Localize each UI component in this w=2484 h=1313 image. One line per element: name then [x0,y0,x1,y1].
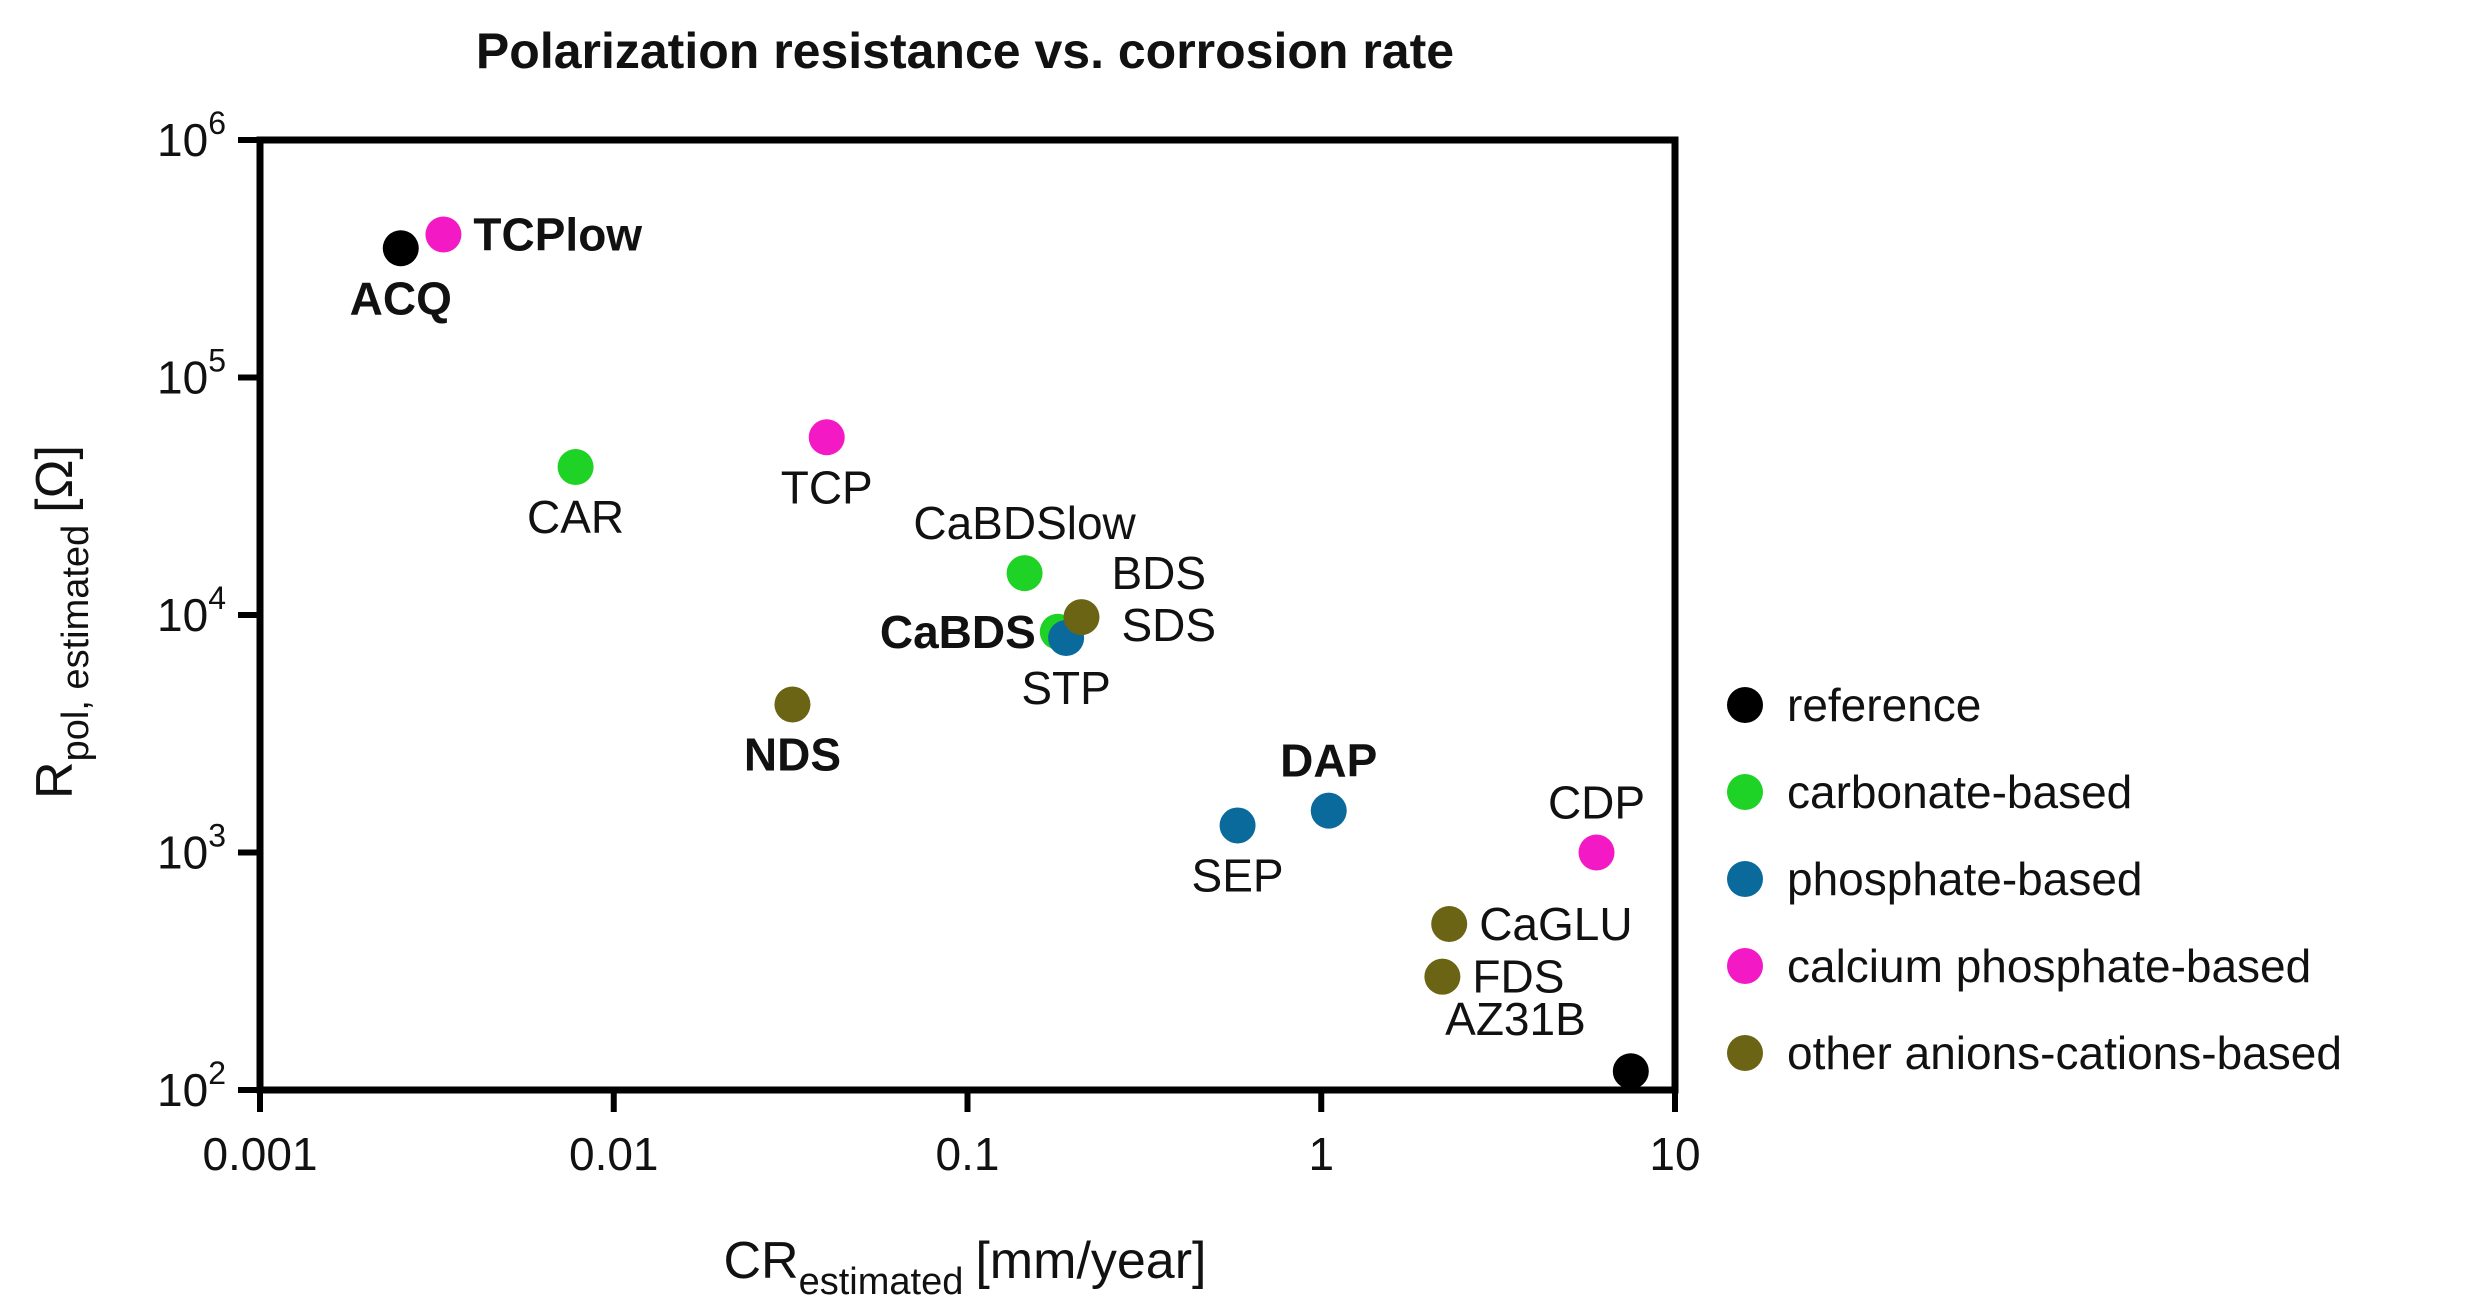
point-bds [1063,599,1100,636]
data-points [382,216,1649,1090]
point-label-sep: SEP [1192,849,1284,901]
x-tick-label: 1 [1308,1128,1334,1180]
legend-item-other: other anions-cations-based [1727,1027,2342,1079]
point-label-az31b: AZ31B [1445,993,1586,1045]
point-fds [1424,958,1461,995]
y-axis-label-sub: pol, estimated [55,525,97,762]
legend-item-carbonate: carbonate-based [1727,766,2132,818]
point-label-stp: STP [1021,662,1110,714]
y-axis-label: Rpol, estimated [Ω] [26,445,97,799]
legend-label: phosphate-based [1787,853,2143,905]
point-label-bds: BDS [1111,547,1206,599]
y-tick-exponent: 6 [208,105,226,141]
point-nds [774,686,811,723]
point-label-cabds: CaBDS [880,606,1036,658]
point-label-tcplow: TCPlow [473,209,642,261]
y-tick-label: 102 [157,1055,226,1116]
point-label-cdp: CDP [1548,777,1645,829]
legend-label: carbonate-based [1787,766,2132,818]
x-axis-label-unit: [mm/year] [975,1232,1206,1290]
chart-title: Polarization resistance vs. corrosion ra… [476,23,1454,79]
point-az31b [1612,1053,1649,1090]
legend-marker [1727,1035,1763,1071]
point-label-tcp: TCP [781,461,873,513]
y-tick-exponent: 5 [208,343,226,379]
y-tick-base: 10 [157,352,208,404]
y-axis-label-main: R [26,761,84,799]
point-label-acq: ACQ [350,272,452,324]
y-tick-exponent: 2 [208,1055,226,1091]
y-tick-label: 106 [157,105,226,166]
point-sep [1219,807,1256,844]
legend-label: calcium phosphate-based [1787,940,2311,992]
x-axis-label: CRestimated [mm/year] [724,1232,1207,1303]
legend: reference carbonate-based phosphate-based c… [1727,679,2342,1079]
legend-marker [1727,687,1763,723]
y-tick-label: 103 [157,818,226,879]
point-acq [382,230,419,267]
legend-marker [1727,774,1763,810]
x-axis-label-sub: estimated [799,1261,964,1303]
legend-marker [1727,861,1763,897]
x-tick-label: 0.001 [202,1128,317,1180]
x-tick-label: 0.01 [569,1128,659,1180]
legend-marker [1727,948,1763,984]
y-tick-label: 104 [157,580,226,641]
x-axis-ticks: 0.001 0.01 0.1 1 10 [202,1090,1701,1180]
legend-item-phosphate: phosphate-based [1727,853,2143,905]
x-tick-label: 10 [1649,1128,1700,1180]
point-label-cabdslow: CaBDSlow [913,497,1136,549]
point-caglu [1431,905,1468,942]
point-cabdslow [1006,555,1043,592]
point-label-caglu: CaGLU [1479,898,1632,950]
y-tick-exponent: 4 [208,580,226,616]
point-dap [1310,792,1347,829]
y-tick-base: 10 [157,827,208,879]
y-tick-exponent: 3 [208,818,226,854]
point-label-fds: FDS [1472,951,1564,1003]
legend-label: other anions-cations-based [1787,1027,2342,1079]
legend-label: reference [1787,679,1981,731]
point-label-car: CAR [527,491,624,543]
x-axis-label-main: CR [724,1232,799,1290]
point-tcp [808,419,845,456]
y-axis-label-unit: [Ω] [26,445,84,513]
point-car [557,448,594,485]
point-tcplow [425,216,462,253]
point-cdp [1578,834,1615,871]
point-label-nds: NDS [744,728,841,780]
x-tick-label: 0.1 [936,1128,1000,1180]
legend-item-caphosphate: calcium phosphate-based [1727,940,2311,992]
y-tick-base: 10 [157,589,208,641]
y-tick-base: 10 [157,1064,208,1116]
legend-item-reference: reference [1727,679,1981,731]
y-tick-base: 10 [157,114,208,166]
point-label-dap: DAP [1280,735,1377,787]
point-label-sds: SDS [1121,599,1216,651]
y-tick-label: 105 [157,343,226,404]
